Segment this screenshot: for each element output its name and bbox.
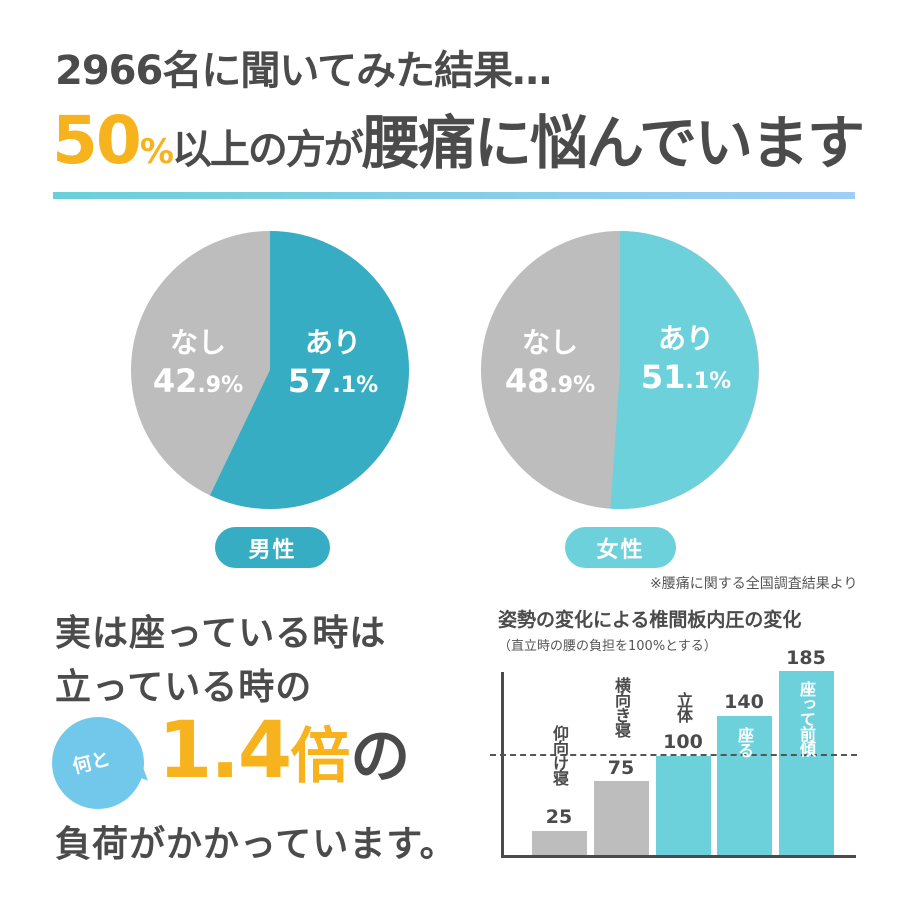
bar-label-standing: 立体 xyxy=(674,692,693,722)
divider-gradient xyxy=(53,192,855,199)
male-pie-chart xyxy=(131,231,409,509)
female-label-pill: 女性 xyxy=(565,527,676,568)
body-line-1: 実は座っている時は xyxy=(55,613,387,654)
bar-label-side-lying: 横向き寝 xyxy=(612,677,631,737)
speech-bubble xyxy=(52,717,144,809)
female-no-value: 48.9% xyxy=(504,362,596,400)
headline-tail: 腰痛に悩んでいます xyxy=(361,109,865,177)
reference-line-100 xyxy=(490,754,857,756)
headline-percent-sign: % xyxy=(139,132,174,172)
headline-main: 50%以上の方が腰痛に悩んでいます xyxy=(52,96,865,180)
bar-side-lying xyxy=(594,781,649,855)
bar-value-side-lying: 75 xyxy=(607,757,635,779)
bar-chart-title: 姿勢の変化による椎間板内圧の変化 xyxy=(498,609,802,631)
female-no-category: なし xyxy=(521,326,578,359)
female-pie-chart xyxy=(481,231,759,509)
male-pie-svg xyxy=(131,231,409,509)
bar-sitting xyxy=(717,716,772,855)
multiplier-value: 1.4 xyxy=(158,706,292,796)
bar-label-sitting: 座る xyxy=(735,727,754,757)
male-no-value: 42.9% xyxy=(152,362,244,400)
male-yes-category: あり xyxy=(304,326,361,359)
bar-label-sitting-forward: 座って前傾 xyxy=(797,681,816,756)
female-no-label: なし 48.9% xyxy=(500,326,600,407)
male-no-category: なし xyxy=(169,326,226,359)
bar-supine xyxy=(532,831,587,855)
bar-value-sitting-forward: 185 xyxy=(786,647,826,669)
bar-chart-y-axis xyxy=(501,672,504,858)
female-yes-category: あり xyxy=(657,322,714,355)
headline-survey: 2966名に聞いてみた結果… xyxy=(55,48,552,94)
bar-sitting-forward xyxy=(779,671,834,855)
bar-label-supine: 仰向け寝 xyxy=(550,725,569,785)
male-yes-label: あり 57.1% xyxy=(283,326,383,407)
bar-chart-x-axis xyxy=(501,855,856,858)
female-yes-value: 51.1% xyxy=(640,358,732,396)
multiplier-unit: 倍 xyxy=(290,722,351,792)
female-yes-label: あり 51.1% xyxy=(636,322,736,403)
bar-standing xyxy=(656,756,711,855)
bar-value-sitting: 140 xyxy=(724,691,764,713)
multiplier-particle: の xyxy=(350,722,411,792)
multiplier-line: 1.4倍の xyxy=(158,706,410,796)
male-no-label: なし 42.9% xyxy=(148,326,248,407)
source-note: ※腰痛に関する全国調査結果より xyxy=(650,576,858,592)
headline-mid: 以上の方が xyxy=(171,127,364,173)
bar-chart-subtitle: （直立時の腰の負担を100%とする） xyxy=(498,639,717,654)
male-label-pill: 男性 xyxy=(215,527,330,568)
body-line-4: 負荷がかかっています。 xyxy=(55,824,457,865)
bar-value-standing: 100 xyxy=(663,731,703,753)
male-yes-value: 57.1% xyxy=(287,362,379,400)
body-line-2: 立っている時の xyxy=(55,667,313,708)
female-pie-yes-slice xyxy=(610,231,759,509)
bar-value-supine: 25 xyxy=(545,806,573,828)
headline-percent-number: 50 xyxy=(52,102,142,179)
male-pie-yes-slice xyxy=(210,231,409,509)
female-pie-svg xyxy=(481,231,759,509)
